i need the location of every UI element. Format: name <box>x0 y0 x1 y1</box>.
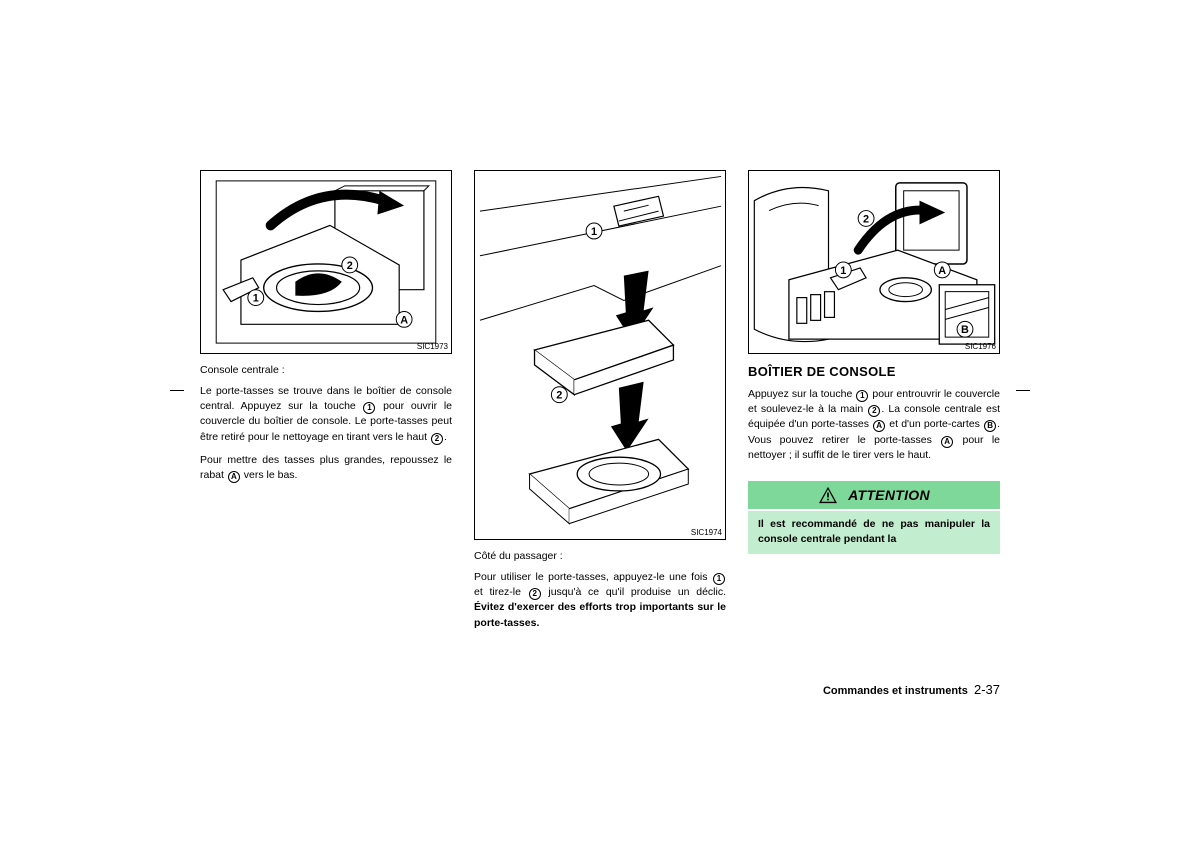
text-console-p2: Pour mettre des tasses plus grandes, rep… <box>200 453 452 483</box>
crop-mark-left <box>170 390 184 391</box>
ref-a-icon: A <box>228 471 240 483</box>
ref-1-icon: 1 <box>713 573 725 585</box>
svg-text:2: 2 <box>863 213 869 225</box>
column-left: 1 2 A SIC1973 Console centrale : Le port… <box>200 170 452 639</box>
figure-boitier-console: 1 2 A B SIC1976 <box>748 170 1000 354</box>
attention-header: ATTENTION <box>748 481 1000 511</box>
svg-text:2: 2 <box>556 390 562 402</box>
ref-1-icon: 1 <box>856 390 868 402</box>
text-passager-p1: Pour utiliser le porte-tasses, appuyez-l… <box>474 570 726 631</box>
figure-code: SIC1976 <box>965 342 996 351</box>
page-footer: Commandes et instruments 2-37 <box>823 682 1000 697</box>
figure-cote-passager: 1 2 SIC1974 <box>474 170 726 540</box>
text-frag: jusqu'à ce qu'il produise un déclic. <box>542 586 726 598</box>
column-right: 1 2 A B SIC1976 BOÎTIER DE CONSOLE Appuy… <box>748 170 1000 639</box>
figure-code: SIC1974 <box>691 528 722 537</box>
svg-text:A: A <box>400 314 408 326</box>
warning-icon <box>818 486 838 504</box>
svg-text:1: 1 <box>591 226 597 238</box>
svg-text:2: 2 <box>347 260 353 272</box>
caption-console-centrale: Console centrale : <box>200 364 452 376</box>
text-frag: Appuyez sur la touche <box>748 388 855 400</box>
ref-2-icon: 2 <box>529 588 541 600</box>
text-frag: Pour utiliser le porte-tasses, appuyez-l… <box>474 571 712 583</box>
attention-callout: ATTENTION Il est recommandé de ne pas ma… <box>748 481 1000 553</box>
footer-page: 2-37 <box>974 682 1000 697</box>
page-content: 1 2 A SIC1973 Console centrale : Le port… <box>200 170 1000 639</box>
column-center: 1 2 SIC1974 Côté du passager : Pour util… <box>474 170 726 639</box>
svg-text:1: 1 <box>840 265 846 277</box>
ref-a-icon: A <box>873 420 885 432</box>
text-frag: et tirez-le <box>474 586 528 598</box>
text-boitier-p1: Appuyez sur la touche 1 pour entrouvrir … <box>748 387 1000 463</box>
ref-2-icon: 2 <box>431 433 443 445</box>
footer-section: Commandes et instruments <box>823 685 968 697</box>
illustration-sic1976: 1 2 A B <box>749 171 999 353</box>
figure-code: SIC1973 <box>417 342 448 351</box>
text-frag: . <box>444 431 447 443</box>
svg-text:B: B <box>961 324 969 336</box>
ref-2-icon: 2 <box>868 405 880 417</box>
text-frag: et d'un porte-cartes <box>886 418 983 430</box>
illustration-sic1974: 1 2 <box>475 171 725 539</box>
caption-passager: Côté du passager : <box>474 550 726 562</box>
text-bold: Évitez d'exercer des efforts trop import… <box>474 601 726 628</box>
crop-mark-right <box>1016 390 1030 391</box>
svg-text:1: 1 <box>253 293 259 305</box>
attention-body: Il est recommandé de ne pas manipuler la… <box>748 511 1000 553</box>
ref-b-icon: B <box>984 420 996 432</box>
text-frag: vers le bas. <box>241 469 298 481</box>
attention-title: ATTENTION <box>848 487 930 503</box>
ref-a-icon: A <box>941 436 953 448</box>
ref-1-icon: 1 <box>363 402 375 414</box>
text-console-p1: Le porte-tasses se trouve dans le boîtie… <box>200 384 452 445</box>
figure-console-centrale: 1 2 A SIC1973 <box>200 170 452 354</box>
svg-text:A: A <box>938 265 946 277</box>
heading-boitier: BOÎTIER DE CONSOLE <box>748 364 1000 379</box>
illustration-sic1973: 1 2 A <box>201 171 451 353</box>
